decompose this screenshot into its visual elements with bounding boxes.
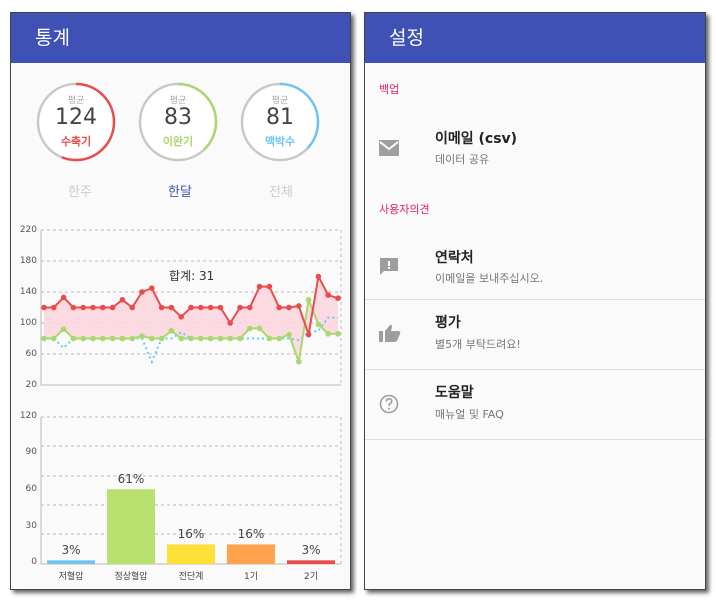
settings-app-bar: 설정 [365, 13, 705, 63]
y-tick: 0 [31, 557, 37, 567]
bp-line-chart: 220 180 140 100 60 20 합계: 31 [11, 225, 350, 405]
y-tick: 120 [19, 411, 37, 421]
setting-title: 도움말 [435, 385, 474, 401]
divider [365, 369, 705, 370]
ring-label: 평균 [67, 96, 85, 106]
bar-3 [227, 544, 275, 564]
divider [365, 299, 705, 300]
thumbs-up-icon [379, 324, 401, 346]
setting-contact[interactable]: 연락처 이메일을 보내주십시오. [365, 235, 705, 299]
bar-2 [167, 544, 215, 564]
bar-category-label: 1기 [243, 572, 258, 582]
y-tick: 100 [19, 318, 37, 328]
setting-title: 연락처 [435, 250, 474, 266]
chart-annotation: 합계: 31 [169, 269, 215, 283]
section-header-backup: 백업 [379, 83, 400, 96]
ring-label: 평균 [271, 96, 289, 106]
bar-0 [47, 560, 95, 564]
stats-title: 통계 [35, 27, 70, 49]
tab-week[interactable]: 한주 [68, 185, 92, 200]
y-tick: 140 [19, 287, 37, 297]
bar-value-label: 3% [61, 543, 81, 558]
y-tick: 30 [25, 521, 37, 531]
bar-value-label: 16% [177, 527, 205, 542]
settings-title: 설정 [389, 27, 424, 49]
bar-value-label: 3% [301, 543, 321, 558]
bar-category-label: 2기 [303, 572, 318, 582]
section-header-feedback: 사용자의견 [379, 203, 430, 216]
setting-subtitle: 이메일을 보내주십시오. [435, 272, 544, 285]
bar-category-label: 저혈압 [58, 572, 84, 582]
setting-subtitle: 데이터 공유 [435, 153, 490, 166]
setting-subtitle: 별5개 부탁드려요! [435, 338, 521, 351]
feedback-icon [379, 257, 399, 281]
bar-category-label: 전단계 [178, 572, 204, 582]
bar-value-label: 16% [237, 527, 265, 542]
y-tick: 20 [25, 380, 37, 390]
bar-value-label: 61% [117, 472, 145, 487]
ring-value: 83 [164, 105, 192, 130]
line-chart-plot [40, 229, 342, 386]
bp-category-bar-chart: 120 90 60 30 0 3% 61% 16% 16% 3% 저혈압 정상혈압 전단계 1… [11, 411, 350, 589]
ring-value: 81 [266, 105, 294, 130]
ring-label: 평균 [169, 96, 187, 106]
divider [365, 439, 705, 440]
tab-month[interactable]: 한달 [168, 185, 192, 200]
tab-all[interactable]: 전체 [269, 185, 293, 200]
ring-pulse: 평균 81 맥박수 [239, 81, 321, 163]
y-tick: 60 [25, 349, 37, 359]
ring-name: 맥박수 [264, 135, 296, 148]
y-tick: 220 [19, 225, 37, 235]
ring-name: 이완기 [162, 135, 194, 148]
bar-category-label: 정상혈압 [114, 572, 148, 582]
help-icon [379, 394, 399, 418]
average-rings: 평균 124 수축기 평균 83 이완기 평균 81 맥박수 [11, 63, 350, 173]
ring-name: 수축기 [60, 135, 92, 148]
ring-diastolic: 평균 83 이완기 [137, 81, 219, 163]
setting-help[interactable]: 도움말 매뉴얼 및 FAQ [365, 370, 705, 439]
stats-screen: 통계 평균 124 수축기 평균 83 이완기 평균 [10, 12, 351, 590]
bar-chart-plot [40, 416, 342, 565]
y-tick: 90 [25, 447, 37, 457]
period-tabs: 한주 한달 전체 [11, 173, 350, 213]
bar-1 [107, 489, 155, 564]
setting-email-csv[interactable]: 이메일 (csv) 데이터 공유 [365, 118, 705, 182]
email-icon [379, 140, 399, 160]
stats-app-bar: 통계 [11, 13, 350, 63]
setting-title: 평가 [435, 315, 461, 331]
setting-rate[interactable]: 평가 별5개 부탁드려요! [365, 300, 705, 369]
settings-screen: 설정 백업 이메일 (csv) 데이터 공유 사용자의견 연락처 이메일을 보내… [364, 12, 706, 590]
ring-systolic: 평균 124 수축기 [35, 81, 117, 163]
bar-4 [287, 560, 335, 564]
setting-title: 이메일 (csv) [435, 131, 518, 147]
ring-value: 124 [55, 105, 97, 130]
y-tick: 60 [25, 484, 37, 494]
y-tick: 180 [19, 256, 37, 266]
setting-subtitle: 매뉴얼 및 FAQ [435, 408, 504, 421]
